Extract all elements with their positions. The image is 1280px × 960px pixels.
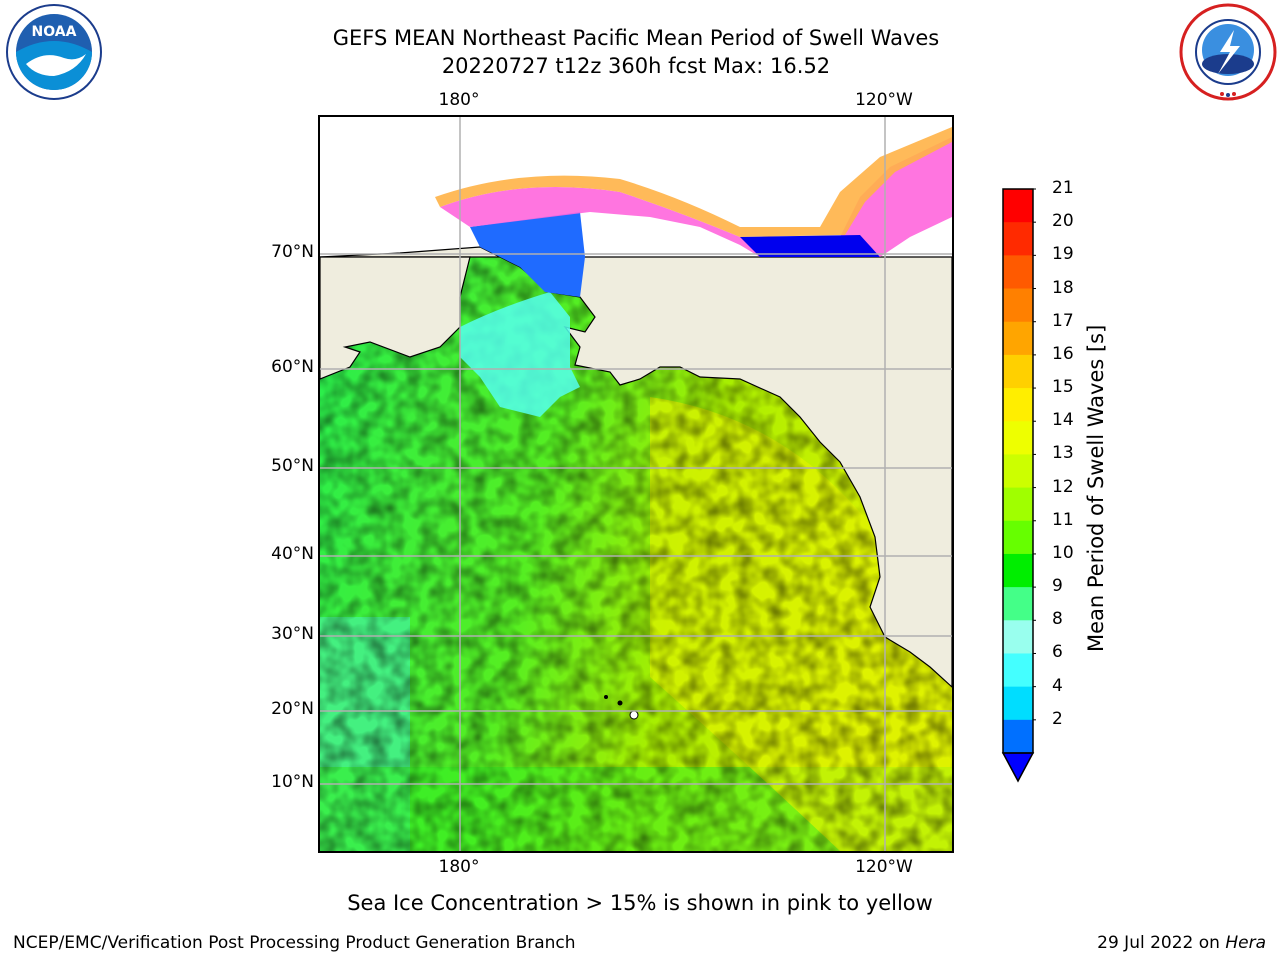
- colorbar-block: [1003, 421, 1033, 455]
- colorbar-tick-label: 4: [1052, 675, 1063, 696]
- colorbar-tick-label: 17: [1052, 310, 1074, 331]
- colorbar-tick-label: 18: [1052, 277, 1074, 298]
- colorbar: [1000, 187, 1036, 783]
- colorbar-block: [1003, 388, 1033, 422]
- lon-label-top-120w: 120°W: [855, 90, 913, 110]
- sea-ice-note: Sea Ice Concentration > 15% is shown in …: [347, 891, 933, 915]
- colorbar-tick-label: 13: [1052, 443, 1074, 464]
- colorbar-block: [1003, 288, 1033, 323]
- footer-machine: Hera: [1225, 933, 1266, 953]
- colorbar-block: [1003, 454, 1033, 489]
- graticule: [320, 117, 952, 851]
- lon-label-top-180: 180°: [438, 90, 480, 110]
- colorbar-tick-label: 2: [1052, 708, 1063, 729]
- hawaii-island: [617, 700, 623, 706]
- colorbar-tick-label: 12: [1052, 476, 1074, 497]
- chart-title: GEFS MEAN Northeast Pacific Mean Period …: [332, 26, 940, 50]
- sea-ice-band: [440, 137, 952, 257]
- hawaii-island: [629, 710, 639, 720]
- footer-date: 29 Jul 2022 on Hera: [1097, 933, 1266, 953]
- colorbar-extend-min: [1001, 752, 1035, 783]
- colorbar-tick-label: 9: [1052, 576, 1063, 597]
- colorbar-block: [1003, 189, 1033, 223]
- colorbar-tick-label: 14: [1052, 410, 1074, 431]
- bering-sea: [460, 292, 580, 417]
- land-north: [320, 246, 952, 688]
- colorbar-tick-label: 10: [1052, 542, 1074, 563]
- footer-date-text: 29 Jul 2022 on: [1097, 933, 1226, 953]
- colorbar-block: [1003, 553, 1033, 588]
- colorbar-block: [1003, 686, 1033, 721]
- colorbar-block: [1003, 719, 1033, 754]
- lon-label-bottom-180: 180°: [438, 857, 480, 877]
- colorbar-tick-label: 11: [1052, 509, 1074, 530]
- lat-label-70n: 70°N: [271, 242, 314, 262]
- footer-credit: NCEP/EMC/Verification Post Processing Pr…: [13, 933, 576, 953]
- lon-label-bottom-120w: 120°W: [855, 857, 913, 877]
- colorbar-tick-label: 16: [1052, 343, 1074, 364]
- colorbar-tick-label: 15: [1052, 377, 1074, 398]
- colorbar-tick-label: 21: [1052, 178, 1074, 198]
- colorbar-block: [1003, 321, 1033, 356]
- svg-text:NOAA: NOAA: [32, 24, 77, 40]
- colorbar-block: [1003, 653, 1033, 688]
- colorbar-block: [1003, 222, 1033, 256]
- lat-label-20n: 20°N: [271, 699, 314, 719]
- colorbar-block: [1003, 587, 1033, 621]
- sea-ice-edge: [435, 127, 952, 237]
- colorbar-outline: [1002, 188, 1034, 754]
- colorbar-tick-label: 19: [1052, 244, 1074, 265]
- chart-subtitle: 20220727 t12z 360h fcst Max: 16.52: [441, 54, 831, 78]
- colorbar-label: Mean Period of Swell Waves [s]: [1084, 324, 1108, 652]
- colorbar-block: [1003, 620, 1033, 654]
- lat-label-30n: 30°N: [271, 624, 314, 644]
- colorbar-tick-label: 8: [1052, 609, 1063, 630]
- colorbar-tick-label: 20: [1052, 211, 1074, 232]
- nws-logo: [1178, 2, 1278, 102]
- lat-label-10n: 10°N: [271, 772, 314, 792]
- colorbar-block: [1003, 354, 1033, 389]
- colorbar-tick-label: 6: [1052, 642, 1063, 663]
- colorbar-block: [1003, 255, 1033, 290]
- map-panel: [318, 115, 954, 853]
- colorbar-tick-labels: 21 20 19 18 17 16 15 14 13 12 11 10 9 8 6 4 2: [1038, 178, 1088, 783]
- noaa-logo: NOAA: [4, 2, 104, 102]
- colorbar-block: [1003, 520, 1033, 555]
- lat-label-60n: 60°N: [271, 357, 314, 377]
- colorbar-scale: [1001, 188, 1036, 783]
- beaufort-blue: [740, 235, 880, 257]
- lat-label-40n: 40°N: [271, 544, 314, 564]
- colorbar-block: [1003, 487, 1033, 522]
- swell-period-map: [320, 117, 952, 851]
- lat-label-50n: 50°N: [271, 456, 314, 476]
- hawaii-island: [604, 695, 608, 699]
